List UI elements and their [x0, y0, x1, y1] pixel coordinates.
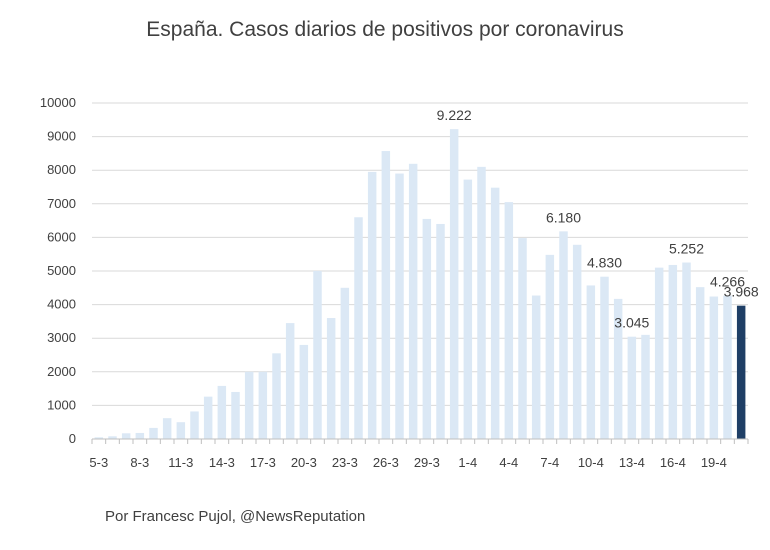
- y-tick-label: 0: [69, 431, 76, 446]
- bar: [572, 244, 582, 439]
- x-tick-label: 29-3: [414, 455, 440, 470]
- bar: [244, 371, 254, 439]
- bar: [162, 418, 172, 439]
- bar: [695, 287, 705, 439]
- y-tick-label: 3000: [47, 330, 76, 345]
- y-axis-ticks: 0 1000 2000 3000 4000 5000 6000 7000 8000 9000 100…: [40, 95, 76, 446]
- bar: [682, 262, 691, 439]
- data-label: 9.222: [437, 107, 472, 123]
- x-tick-label: 4-4: [499, 455, 518, 470]
- bar: [518, 238, 527, 439]
- x-tick-label: 13-4: [619, 455, 645, 470]
- x-tick-label: 11-3: [168, 455, 193, 470]
- y-tick-label: 9000: [47, 129, 76, 144]
- bar: [627, 336, 637, 439]
- x-tick-label: 8-3: [130, 455, 149, 470]
- x-axis-ticks: 5-3 8-3 11-3 14-3 17-3 20-3 23-3 26-3 29-3 1-4 4-4…: [89, 439, 749, 470]
- x-tick-label: 23-3: [332, 455, 358, 470]
- bar: [586, 285, 596, 439]
- bar: [408, 163, 418, 440]
- bar: [504, 202, 514, 439]
- bar: [176, 422, 186, 439]
- bar: [340, 287, 350, 439]
- bar: [94, 437, 104, 439]
- bar: [531, 295, 541, 439]
- x-tick-label: 16-4: [660, 455, 686, 470]
- bar: [285, 323, 295, 439]
- bar-highlight: [736, 305, 746, 439]
- bar: [217, 385, 227, 439]
- data-label: 3.045: [614, 315, 649, 331]
- bar: [190, 411, 199, 439]
- bar: [272, 353, 281, 439]
- bar: [613, 298, 623, 439]
- bar: [545, 254, 555, 439]
- bar: [135, 432, 145, 439]
- bars: [94, 129, 746, 440]
- y-tick-label: 2000: [47, 364, 76, 379]
- bar: [654, 267, 664, 439]
- x-tick-label: 10-4: [578, 455, 604, 470]
- bar: [354, 217, 363, 439]
- y-tick-label: 7000: [47, 196, 76, 211]
- bar: [121, 433, 131, 439]
- x-tick-label: 7-4: [540, 455, 559, 470]
- x-tick-label: 14-3: [209, 455, 235, 470]
- bar: [381, 151, 391, 439]
- x-tick-label: 1-4: [458, 455, 477, 470]
- bar: [709, 296, 719, 439]
- bar: [449, 129, 459, 439]
- bar: [477, 166, 486, 439]
- bar: [559, 231, 568, 439]
- bar: [203, 396, 213, 439]
- bar: [723, 295, 732, 439]
- y-tick-label: 8000: [47, 162, 76, 177]
- y-tick-label: 4000: [47, 297, 76, 312]
- x-tick-label: 20-3: [291, 455, 317, 470]
- x-tick-label: 17-3: [250, 455, 276, 470]
- source-note: Por Francesc Pujol, @NewsReputation: [105, 508, 366, 525]
- y-tick-label: 6000: [47, 229, 76, 244]
- bar: [463, 179, 473, 439]
- bar: [600, 276, 609, 439]
- bar: [299, 344, 309, 439]
- y-tick-label: 10000: [40, 95, 76, 110]
- x-tick-label: 26-3: [373, 455, 399, 470]
- bar: [258, 371, 268, 439]
- data-label: 4.830: [587, 255, 622, 271]
- bar: [149, 427, 158, 439]
- data-label: 5.252: [669, 241, 704, 257]
- x-tick-label: 19-4: [701, 455, 727, 470]
- bar: [436, 223, 445, 439]
- bar: [641, 334, 650, 439]
- bar: [313, 271, 322, 439]
- bar: [422, 218, 432, 439]
- chart-title: España. Casos diarios de positivos por c…: [146, 18, 624, 41]
- bar: [367, 171, 377, 439]
- bar: [668, 264, 678, 439]
- y-tick-label: 1000: [47, 397, 76, 412]
- bar: [231, 391, 240, 439]
- bar: [108, 436, 117, 439]
- x-tick-label: 5-3: [89, 455, 108, 470]
- bar: [490, 187, 500, 439]
- data-label: 6.180: [546, 209, 581, 225]
- bar: [326, 318, 336, 439]
- y-tick-label: 5000: [47, 263, 76, 278]
- bar: [395, 173, 404, 439]
- data-label: 3.968: [724, 284, 759, 300]
- data-label: 4.266: [710, 274, 745, 290]
- gridlines: [92, 102, 748, 406]
